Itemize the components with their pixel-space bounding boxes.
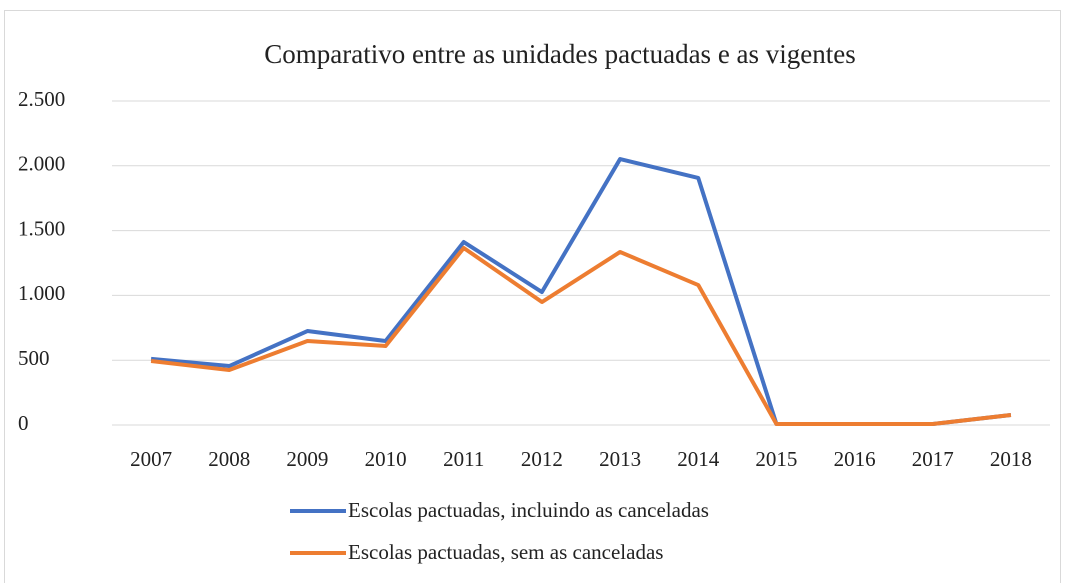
legend-label: Escolas pactuadas, incluindo as cancelad… [348, 498, 709, 522]
x-tick-label: 2013 [599, 447, 641, 471]
y-tick-label: 1.000 [18, 281, 65, 305]
y-tick-label: 500 [18, 346, 50, 370]
legend-label: Escolas pactuadas, sem as canceladas [348, 540, 663, 564]
series-line [150, 245, 1012, 426]
x-tick-label: 2008 [208, 447, 250, 471]
x-tick-label: 2012 [521, 447, 563, 471]
x-tick-label: 2011 [443, 447, 484, 471]
y-tick-label: 2.500 [18, 87, 65, 111]
x-tick-label: 2017 [912, 447, 954, 471]
x-tick-label: 2007 [130, 447, 172, 471]
chart-title: Comparativo entre as unidades pactuadas … [264, 39, 856, 69]
x-tick-label: 2010 [365, 447, 407, 471]
y-tick-label: 1.500 [18, 216, 65, 240]
x-tick-label: 2015 [755, 447, 797, 471]
x-tick-label: 2009 [286, 447, 328, 471]
y-tick-label: 2.000 [18, 152, 65, 176]
x-tick-label: 2018 [990, 447, 1032, 471]
x-tick-label: 2014 [677, 447, 720, 471]
x-tick-label: 2016 [834, 447, 876, 471]
y-tick-label: 0 [18, 411, 29, 435]
